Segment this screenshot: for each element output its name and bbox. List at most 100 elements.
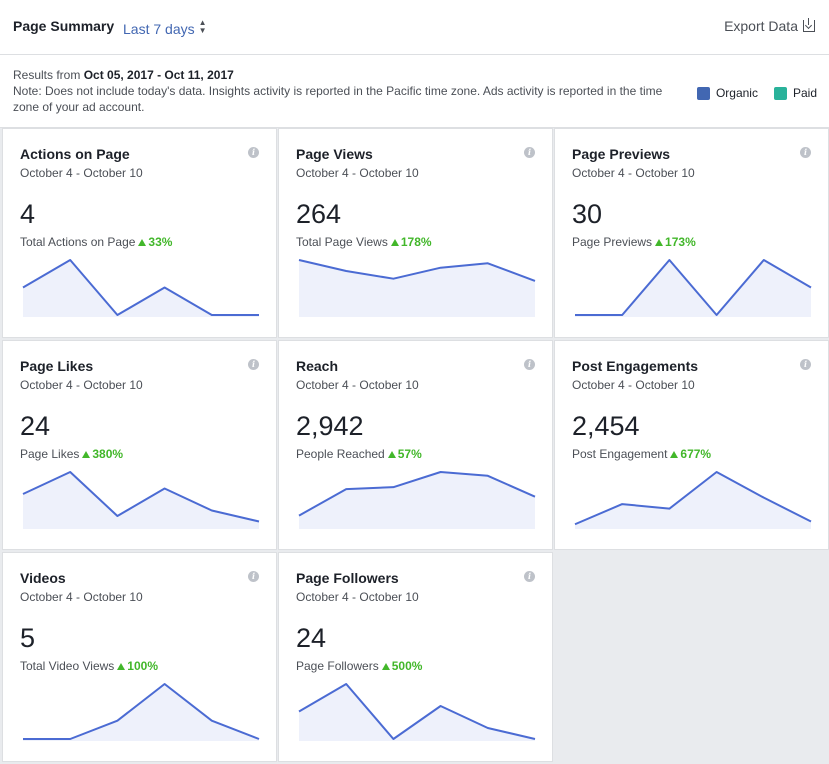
sparkline-chart	[23, 683, 260, 741]
date-range-label: Last 7 days	[123, 21, 195, 37]
sparkline-chart	[574, 471, 812, 529]
change-indicator: 100%	[117, 659, 158, 673]
card-date-range: October 4 - October 10	[20, 166, 143, 180]
card-title: Page Views	[296, 146, 373, 162]
change-value: 173%	[665, 235, 696, 249]
card-value: 4	[20, 199, 36, 229]
sparkline-line	[574, 471, 812, 526]
date-range-dropdown[interactable]: Last 7 days ▲ ▼	[123, 19, 207, 38]
card-date-range: October 4 - October 10	[572, 378, 695, 392]
card-title: Page Likes	[20, 358, 94, 374]
info-icon[interactable]: i	[524, 359, 535, 370]
card-title: Actions on Page	[20, 146, 130, 162]
card-metric-label: Post Engagement	[572, 447, 668, 461]
card-subtitle: Page Previews 173%	[572, 235, 696, 249]
sparkline-line	[575, 259, 812, 316]
card-title: Videos	[20, 570, 66, 586]
legend-paid-label: Paid	[792, 86, 817, 100]
card-videos[interactable]: Videos October 4 - October 10 i 5 Total …	[2, 552, 277, 762]
up-arrow-icon	[390, 239, 399, 246]
sparkline-area	[23, 684, 259, 741]
info-icon[interactable]: i	[524, 571, 535, 582]
card-title: Reach	[296, 358, 339, 374]
info-icon[interactable]: i	[800, 147, 811, 158]
info-icon[interactable]: i	[524, 147, 535, 158]
card-subtitle: Page Likes 380%	[20, 447, 123, 461]
card-date-range: October 4 - October 10	[20, 378, 143, 392]
change-value: 500%	[391, 659, 423, 673]
card-metric-label: Page Previews	[572, 235, 653, 249]
card-value: 5	[20, 623, 36, 653]
paid-swatch	[773, 86, 787, 100]
card-subtitle: People Reached 57%	[296, 447, 422, 461]
card-subtitle: Post Engagement 677%	[572, 447, 711, 461]
change-value: 178%	[400, 235, 432, 249]
up-arrow-icon	[670, 451, 679, 458]
change-value: 100%	[127, 659, 158, 673]
sparkline-area	[299, 684, 535, 741]
sparkline-area	[23, 260, 259, 317]
legend-organic-label: Organic	[715, 86, 758, 100]
card-value: 264	[296, 199, 342, 229]
sparkline-area	[23, 472, 259, 529]
card-actions-on-page[interactable]: Actions on Page October 4 - October 10 i…	[2, 128, 277, 338]
page-summary-header: Page Summary Last 7 days ▲ ▼ Export Data	[0, 0, 829, 55]
sparkline-line	[298, 259, 536, 282]
sparkline-line	[22, 471, 260, 523]
change-value: 57%	[397, 447, 422, 461]
info-icon[interactable]: i	[800, 359, 811, 370]
sparkline-line	[298, 683, 536, 740]
card-value: 24	[20, 411, 51, 441]
card-reach[interactable]: Reach October 4 - October 10 i 2,942 Peo…	[278, 340, 553, 550]
up-arrow-icon	[387, 451, 396, 458]
card-page-views[interactable]: Page Views October 4 - October 10 i 264 …	[278, 128, 553, 338]
card-metric-label: Page Likes	[20, 447, 80, 461]
results-note: Results from Oct 05, 2017 - Oct 11, 2017…	[13, 67, 663, 115]
legend-organic[interactable]: Organic	[696, 86, 758, 100]
info-icon[interactable]: i	[248, 147, 259, 158]
change-value: 677%	[680, 447, 712, 461]
download-icon	[803, 18, 815, 32]
sparkline-area	[299, 260, 535, 317]
change-indicator: 57%	[387, 447, 422, 461]
organic-swatch	[696, 86, 710, 100]
sparkline-area	[299, 472, 535, 529]
card-page-likes[interactable]: Page Likes October 4 - October 10 i 24 P…	[2, 340, 277, 550]
card-page-previews[interactable]: Page Previews October 4 - October 10 i 3…	[554, 128, 829, 338]
card-metric-label: Total Page Views	[296, 235, 388, 249]
change-value: 33%	[148, 235, 173, 249]
change-indicator: 33%	[138, 235, 172, 249]
sparkline-line	[22, 259, 259, 316]
card-value: 2,454	[572, 411, 640, 441]
page-title: Page Summary	[13, 18, 115, 34]
card-post-engagements[interactable]: Post Engagements October 4 - October 10 …	[554, 340, 829, 550]
card-title: Post Engagements	[572, 358, 699, 374]
card-subtitle: Total Page Views 178%	[296, 235, 432, 249]
card-date-range: October 4 - October 10	[296, 166, 419, 180]
legend-paid[interactable]: Paid	[773, 86, 817, 100]
up-arrow-icon	[138, 239, 147, 246]
card-value: 24	[296, 623, 327, 653]
card-title: Page Previews	[572, 146, 671, 162]
up-arrow-icon	[655, 239, 664, 246]
change-indicator: 173%	[655, 235, 696, 249]
info-icon[interactable]: i	[248, 359, 259, 370]
sparkline-area	[575, 472, 811, 529]
card-metric-label: People Reached	[296, 447, 385, 461]
card-date-range: October 4 - October 10	[572, 166, 695, 180]
card-metric-label: Page Followers	[296, 659, 379, 673]
card-subtitle: Page Followers 500%	[296, 659, 422, 673]
export-data-label: Export Data	[724, 18, 798, 34]
sparkline-line	[298, 471, 536, 517]
results-prefix: Results from	[13, 68, 84, 82]
sparkline-chart	[298, 259, 536, 317]
export-data-button[interactable]: Export Data	[724, 18, 815, 34]
card-metric-label: Total Video Views	[20, 659, 115, 673]
sparkline-chart	[575, 259, 812, 317]
legend: Organic Paid	[681, 86, 817, 100]
card-date-range: October 4 - October 10	[296, 378, 419, 392]
card-page-followers[interactable]: Page Followers October 4 - October 10 i …	[278, 552, 553, 762]
info-icon[interactable]: i	[248, 571, 259, 582]
sparkline-chart	[22, 471, 260, 529]
sparkline-chart	[22, 259, 259, 317]
